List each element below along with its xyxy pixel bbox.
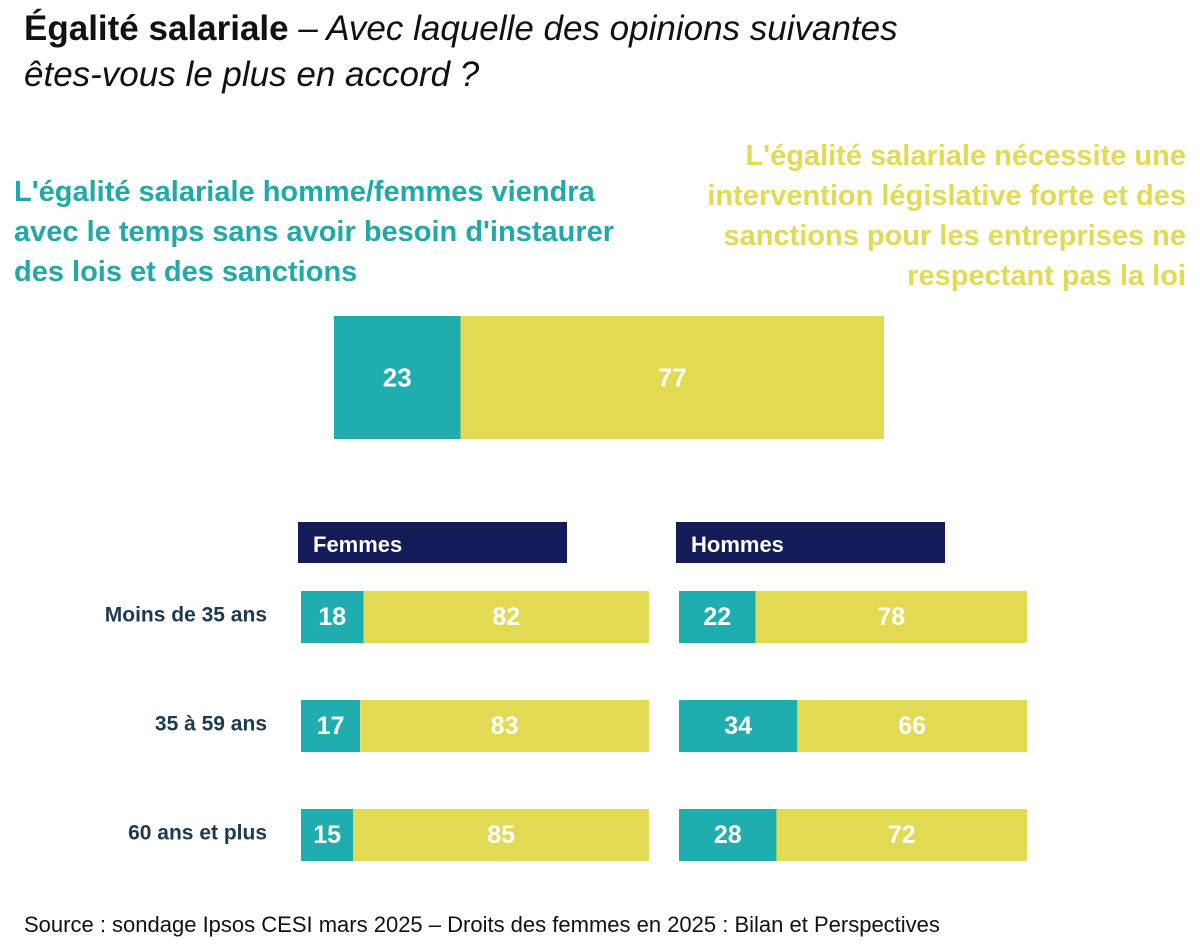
title-question-line2: êtes-vous le plus en accord ? [24, 55, 480, 94]
hommes-row-1-label-1: 22 [703, 603, 731, 631]
title-question-line1: – Avec laquelle des opinions suivantes [288, 9, 898, 48]
panel-header-hommes [676, 522, 945, 563]
hommes-row-1-segment-2 [755, 591, 1027, 643]
hommes-row-3-label-2: 72 [888, 821, 916, 849]
row-label-2: 35 à 59 ans [155, 713, 267, 736]
total-bar-label-2: 77 [658, 363, 687, 393]
femmes-row-3-segment-1 [301, 809, 354, 861]
femmes-row-2-segment-2 [360, 700, 649, 752]
hommes-row-2-segment-1 [679, 700, 798, 752]
femmes-row-1-label-1: 18 [318, 603, 346, 631]
total-bar-segment-1 [334, 316, 461, 439]
hommes-row-1-segment-1 [679, 591, 756, 643]
femmes-row-1-label-2: 82 [492, 603, 520, 631]
hommes-row-1-label-2: 78 [877, 603, 905, 631]
femmes-row-1-segment-1 [301, 591, 364, 643]
total-bar-segment-2 [460, 316, 884, 439]
row-label-1: Moins de 35 ans [105, 604, 267, 627]
legend-series-2: L'égalité salariale nécessite une interv… [707, 140, 1186, 292]
title-bold: Égalité salariale [24, 9, 289, 48]
stacked-bar-chart: 23 77 Femmes 18 82 17 83 15 85 Hommes 22 78 34 66 28 72… [105, 316, 1027, 861]
hommes-row-3-segment-2 [776, 809, 1027, 861]
chart-title: Égalité salariale – Avec laquelle des op… [24, 6, 1124, 98]
femmes-row-2-label-1: 17 [317, 712, 345, 740]
hommes-row-2-label-1: 34 [724, 712, 752, 740]
femmes-row-3-label-1: 15 [313, 821, 341, 849]
hommes-row-2-segment-2 [797, 700, 1027, 752]
legend-series-1: L'égalité salariale homme/femmes viendra… [14, 176, 615, 288]
panel-header-label-hommes: Hommes [691, 532, 784, 557]
femmes-row-3-segment-2 [353, 809, 649, 861]
hommes-row-3-label-1: 28 [714, 821, 742, 849]
femmes-row-3-label-2: 85 [487, 821, 515, 849]
row-label-3: 60 ans et plus [128, 822, 267, 845]
hommes-row-3-segment-1 [679, 809, 777, 861]
femmes-row-2-label-2: 83 [491, 712, 519, 740]
panel-header-label-femmes: Femmes [313, 532, 402, 557]
femmes-row-2-segment-1 [301, 700, 361, 752]
femmes-row-1-segment-2 [363, 591, 649, 643]
hommes-row-2-label-2: 66 [898, 712, 926, 740]
total-bar-label-1: 23 [383, 363, 412, 393]
source-note: Source : sondage Ipsos CESI mars 2025 – … [24, 912, 940, 937]
panel-header-femmes [298, 522, 567, 563]
